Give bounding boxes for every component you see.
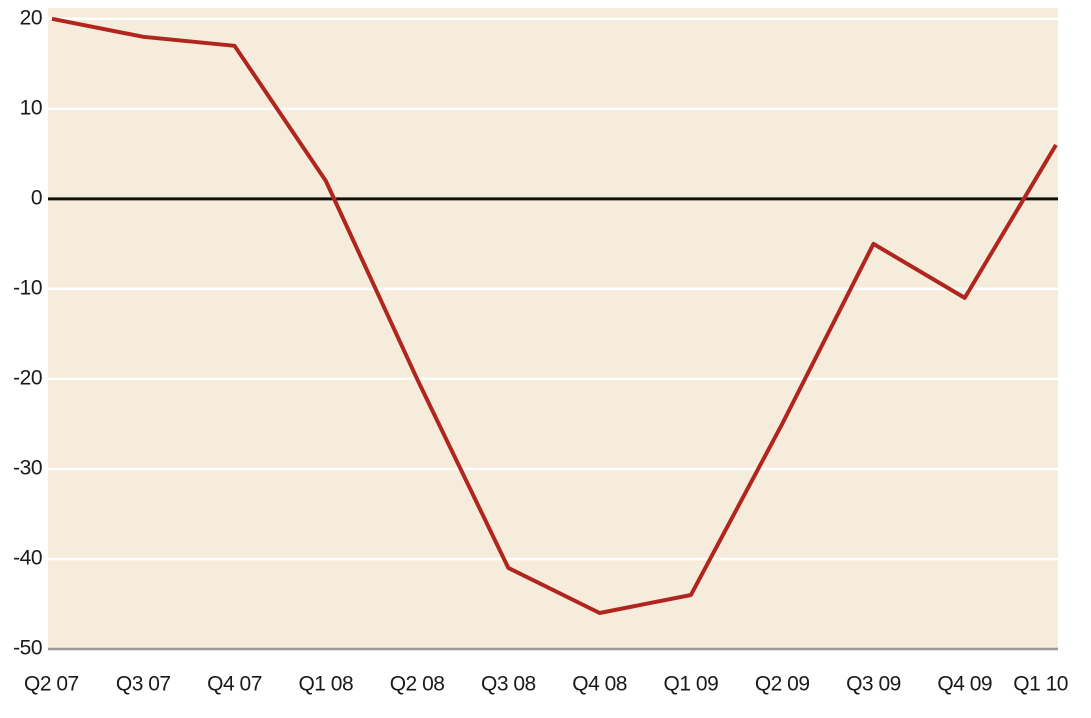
x-tick-label: Q4 08 — [572, 673, 627, 696]
x-tick-label: Q3 07 — [116, 673, 171, 696]
y-tick-label: -50 — [13, 637, 42, 660]
x-tick-label: Q3 08 — [481, 673, 536, 696]
line — [51, 16, 1058, 615]
x-tick-label: Q2 08 — [390, 673, 445, 696]
x-tick-label: Q1 10 — [1013, 673, 1068, 696]
x-tick-label: Q1 09 — [664, 673, 719, 696]
x-tick-label: Q4 09 — [937, 673, 992, 696]
x-tick-label: Q2 07 — [24, 673, 79, 696]
x-tick-label: Q3 09 — [846, 673, 901, 696]
y-tick-label: 0 — [31, 186, 42, 209]
y-tick-label: -20 — [13, 366, 42, 389]
x-tick-label: Q1 08 — [298, 673, 353, 696]
y-tick-label: 10 — [20, 96, 42, 119]
y-tick-label: -10 — [13, 276, 42, 299]
x-tick-label: Q2 09 — [755, 673, 810, 696]
y-tick-label: -40 — [13, 547, 42, 570]
y-tick-label: -30 — [13, 456, 42, 479]
y-tick-label: 20 — [20, 6, 42, 29]
x-tick-label: Q4 07 — [207, 673, 262, 696]
plot-area — [48, 8, 1058, 649]
